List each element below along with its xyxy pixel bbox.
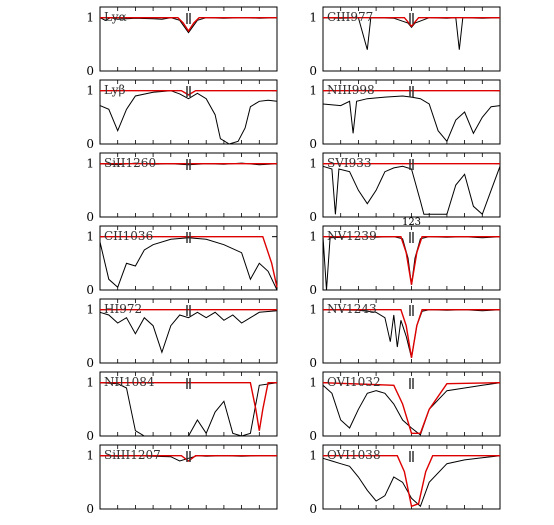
y-tick-label: 1 [309,303,317,317]
y-tick-label: 0 [309,64,317,78]
y-tick-label: 1 [86,449,94,463]
component-annotation: 123 [402,217,421,228]
panel-2: 0 1 CIII977 [309,6,501,78]
y-tick-label: 1 [86,303,94,317]
panel-11: 0 1 NII1084 [86,371,278,443]
panel-label: Lyα [104,10,127,24]
y-tick-label: 0 [86,283,94,297]
y-tick-label: 1 [86,157,94,171]
y-tick-label: 0 [86,64,94,78]
panel-label: CII1036 [104,229,153,243]
data-series-line [322,95,501,143]
panel-label: SiII1260 [104,156,156,170]
y-tick-label: 1 [86,84,94,98]
panel-9: 0 1 HI972 [86,298,278,370]
y-tick-label: 0 [309,502,317,516]
panel-label: SiIII1207 [104,448,161,462]
model-series-line [100,235,278,288]
y-tick-label: 0 [86,137,94,151]
panel-10: 0 1 NV1243 [309,298,501,370]
panel-label: Lyβ [104,83,126,97]
y-tick-label: 0 [86,356,94,370]
panel-label: NIII998 [327,83,375,97]
panel-label: OVI1032 [327,375,381,389]
y-tick-label: 1 [86,11,94,25]
y-tick-label: 1 [309,84,317,98]
y-tick-label: 1 [86,230,94,244]
panel-label: SVI933 [327,156,372,170]
y-tick-label: 1 [86,376,94,390]
y-tick-label: 0 [309,356,317,370]
model-series-line [323,235,500,285]
panel-label: NV1243 [327,302,377,316]
panel-label: CIII977 [327,10,373,24]
y-tick-label: 0 [309,210,317,224]
panel-1: 0 1 Lyα [86,6,278,78]
data-series-line [99,382,278,437]
model-series-line [323,455,500,508]
y-tick-label: 1 [309,376,317,390]
data-series-line [99,237,278,291]
model-series-line [323,309,500,358]
model-series-line [100,455,277,462]
model-series-line [100,17,277,33]
model-series-line [100,89,277,96]
data-series-line [322,382,501,436]
model-series-line [323,17,500,28]
panel-4: 0 1 NIII998 [309,79,501,151]
data-series-line [322,455,501,508]
y-tick-label: 0 [86,502,94,516]
model-series-line [322,382,501,434]
model-series-line [100,382,277,431]
y-tick-label: 1 [309,157,317,171]
y-tick-label: 0 [86,210,94,224]
panel-frame [99,79,278,145]
data-series-line [322,165,501,216]
y-tick-label: 0 [309,283,317,297]
panel-5: 0 1 SiII1260 [86,152,278,224]
y-tick-label: 1 [309,11,317,25]
panel-label: NV1239 [327,229,377,243]
panel-7: 0 1 CII1036 [86,225,278,297]
panel-label: OVI1038 [327,448,381,462]
data-series-line [322,309,501,358]
y-tick-label: 0 [86,429,94,443]
y-tick-label: 0 [309,429,317,443]
y-tick-label: 0 [309,137,317,151]
panel-label: HI972 [104,302,142,316]
panel-6: 0 1 SVI933 [309,152,501,224]
data-series-line [99,90,278,145]
y-tick-label: 1 [309,230,317,244]
panel-13: 0 1 SiIII1207 [86,444,278,516]
data-series-line [99,310,278,354]
panel-14: 0 1 OVI1038 [309,444,501,516]
panel-8: 0 1 123 NV1239 [309,217,501,297]
panel-12: 0 1 OVI1032 [309,371,501,443]
panel-3: 0 1 Lyβ [86,79,278,151]
panel-label: NII1084 [104,375,155,389]
y-tick-label: 1 [309,449,317,463]
